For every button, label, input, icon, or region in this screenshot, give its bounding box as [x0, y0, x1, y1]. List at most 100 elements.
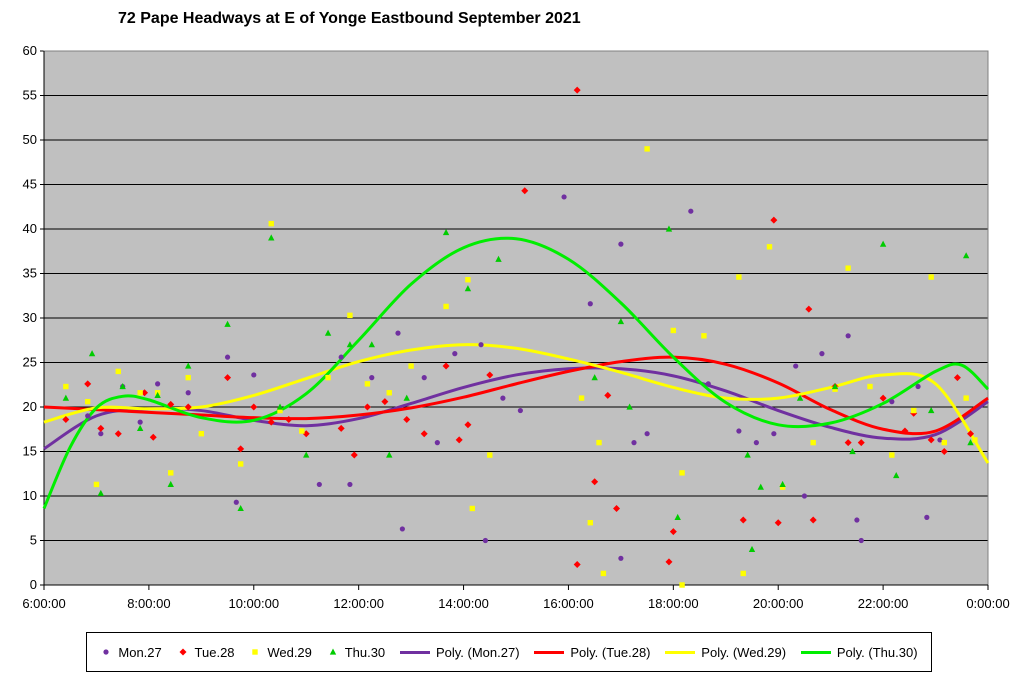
- data-point: [233, 499, 239, 505]
- data-point: [63, 383, 69, 390]
- data-point: [403, 415, 411, 423]
- data-point: [386, 390, 392, 396]
- data-point: [779, 484, 786, 490]
- legend-swatch: [252, 649, 259, 655]
- data-point: [617, 318, 625, 325]
- y-tick-label: 25: [23, 355, 37, 370]
- legend-swatch: [800, 650, 831, 654]
- data-point: [613, 504, 621, 512]
- data-point: [793, 363, 799, 369]
- legend-item: Poly. (Tue.28): [534, 645, 651, 660]
- data-point: [464, 421, 472, 429]
- data-point: [810, 439, 816, 446]
- data-point: [421, 375, 427, 381]
- data-point: [591, 374, 598, 381]
- data-point: [854, 517, 860, 523]
- data-point: [62, 415, 70, 423]
- data-point: [85, 413, 91, 419]
- data-point: [736, 274, 742, 280]
- data-point: [277, 407, 283, 414]
- data-point: [845, 265, 851, 271]
- data-point: [753, 440, 759, 446]
- data-point: [915, 383, 921, 390]
- data-point: [674, 513, 681, 520]
- data-point: [224, 374, 232, 382]
- data-point: [972, 437, 978, 443]
- data-point: [744, 451, 751, 458]
- y-tick-label: 10: [23, 488, 37, 503]
- data-point: [879, 240, 887, 247]
- data-point: [482, 537, 489, 544]
- data-point: [185, 390, 191, 396]
- data-point: [596, 439, 602, 446]
- x-tick-label: 0:00:00: [966, 596, 1009, 611]
- y-tick-label: 45: [23, 177, 37, 192]
- trendline: [42, 236, 990, 510]
- data-point: [136, 424, 144, 431]
- legend-item: Tue.28: [177, 645, 235, 660]
- data-point: [573, 86, 581, 94]
- trendlines: [42, 236, 990, 510]
- data-point: [350, 451, 358, 459]
- data-point: [97, 489, 105, 496]
- data-point: [587, 520, 593, 526]
- data-point: [879, 394, 887, 402]
- data-point: [924, 514, 930, 520]
- data-point: [911, 407, 917, 414]
- data-point: [618, 241, 624, 247]
- data-point: [137, 419, 143, 425]
- y-tick-label: 55: [23, 88, 37, 103]
- data-point: [893, 472, 900, 479]
- legend-swatch: [665, 650, 696, 654]
- data-point: [739, 516, 747, 524]
- data-point: [644, 146, 650, 152]
- legend-label: Poly. (Wed.29): [701, 644, 787, 660]
- legend-item: Mon.27: [100, 645, 162, 660]
- data-point: [420, 430, 428, 438]
- legend-swatch: [179, 648, 187, 656]
- data-point: [369, 375, 375, 381]
- data-point: [442, 229, 450, 236]
- data-point: [561, 194, 567, 200]
- legend: Mon.27 Tue.28 Wed.29 Thu.30 Poly. (Mon.27) Po…: [86, 632, 932, 672]
- data-point: [670, 327, 677, 334]
- data-point: [487, 452, 493, 458]
- data-point: [324, 329, 332, 336]
- x-tick-label: 6:00:00: [22, 596, 65, 611]
- data-point: [770, 216, 778, 224]
- data-point: [337, 424, 345, 432]
- data-point: [967, 439, 974, 446]
- data-point: [167, 480, 174, 488]
- data-point: [573, 561, 581, 569]
- legend-marker: [252, 649, 259, 655]
- data-point: [464, 285, 472, 292]
- data-point: [845, 333, 851, 339]
- data-point: [347, 312, 353, 319]
- y-tick-label: 15: [23, 444, 37, 459]
- legend-label: Poly. (Thu.30): [836, 644, 918, 660]
- data-point: [771, 431, 777, 437]
- data-point: [849, 448, 856, 455]
- legend-item: Poly. (Thu.30): [800, 644, 918, 660]
- data-point: [299, 428, 305, 434]
- data-point: [268, 234, 275, 241]
- y-tick-label: 35: [23, 266, 37, 281]
- data-point: [679, 582, 685, 588]
- data-point: [740, 570, 746, 577]
- data-point: [953, 374, 961, 382]
- data-point: [442, 362, 450, 370]
- data-point: [85, 398, 91, 405]
- data-point: [927, 407, 935, 414]
- data-point: [168, 470, 174, 476]
- y-tick-label: 0: [30, 577, 37, 592]
- data-point: [395, 330, 401, 336]
- data-point: [325, 374, 331, 381]
- data-point: [303, 451, 310, 458]
- y-tick-label: 40: [23, 221, 37, 236]
- legend-label: Tue.28: [194, 644, 235, 660]
- data-point: [224, 354, 231, 360]
- data-point: [901, 427, 909, 435]
- data-point: [184, 403, 192, 411]
- data-point: [346, 341, 354, 348]
